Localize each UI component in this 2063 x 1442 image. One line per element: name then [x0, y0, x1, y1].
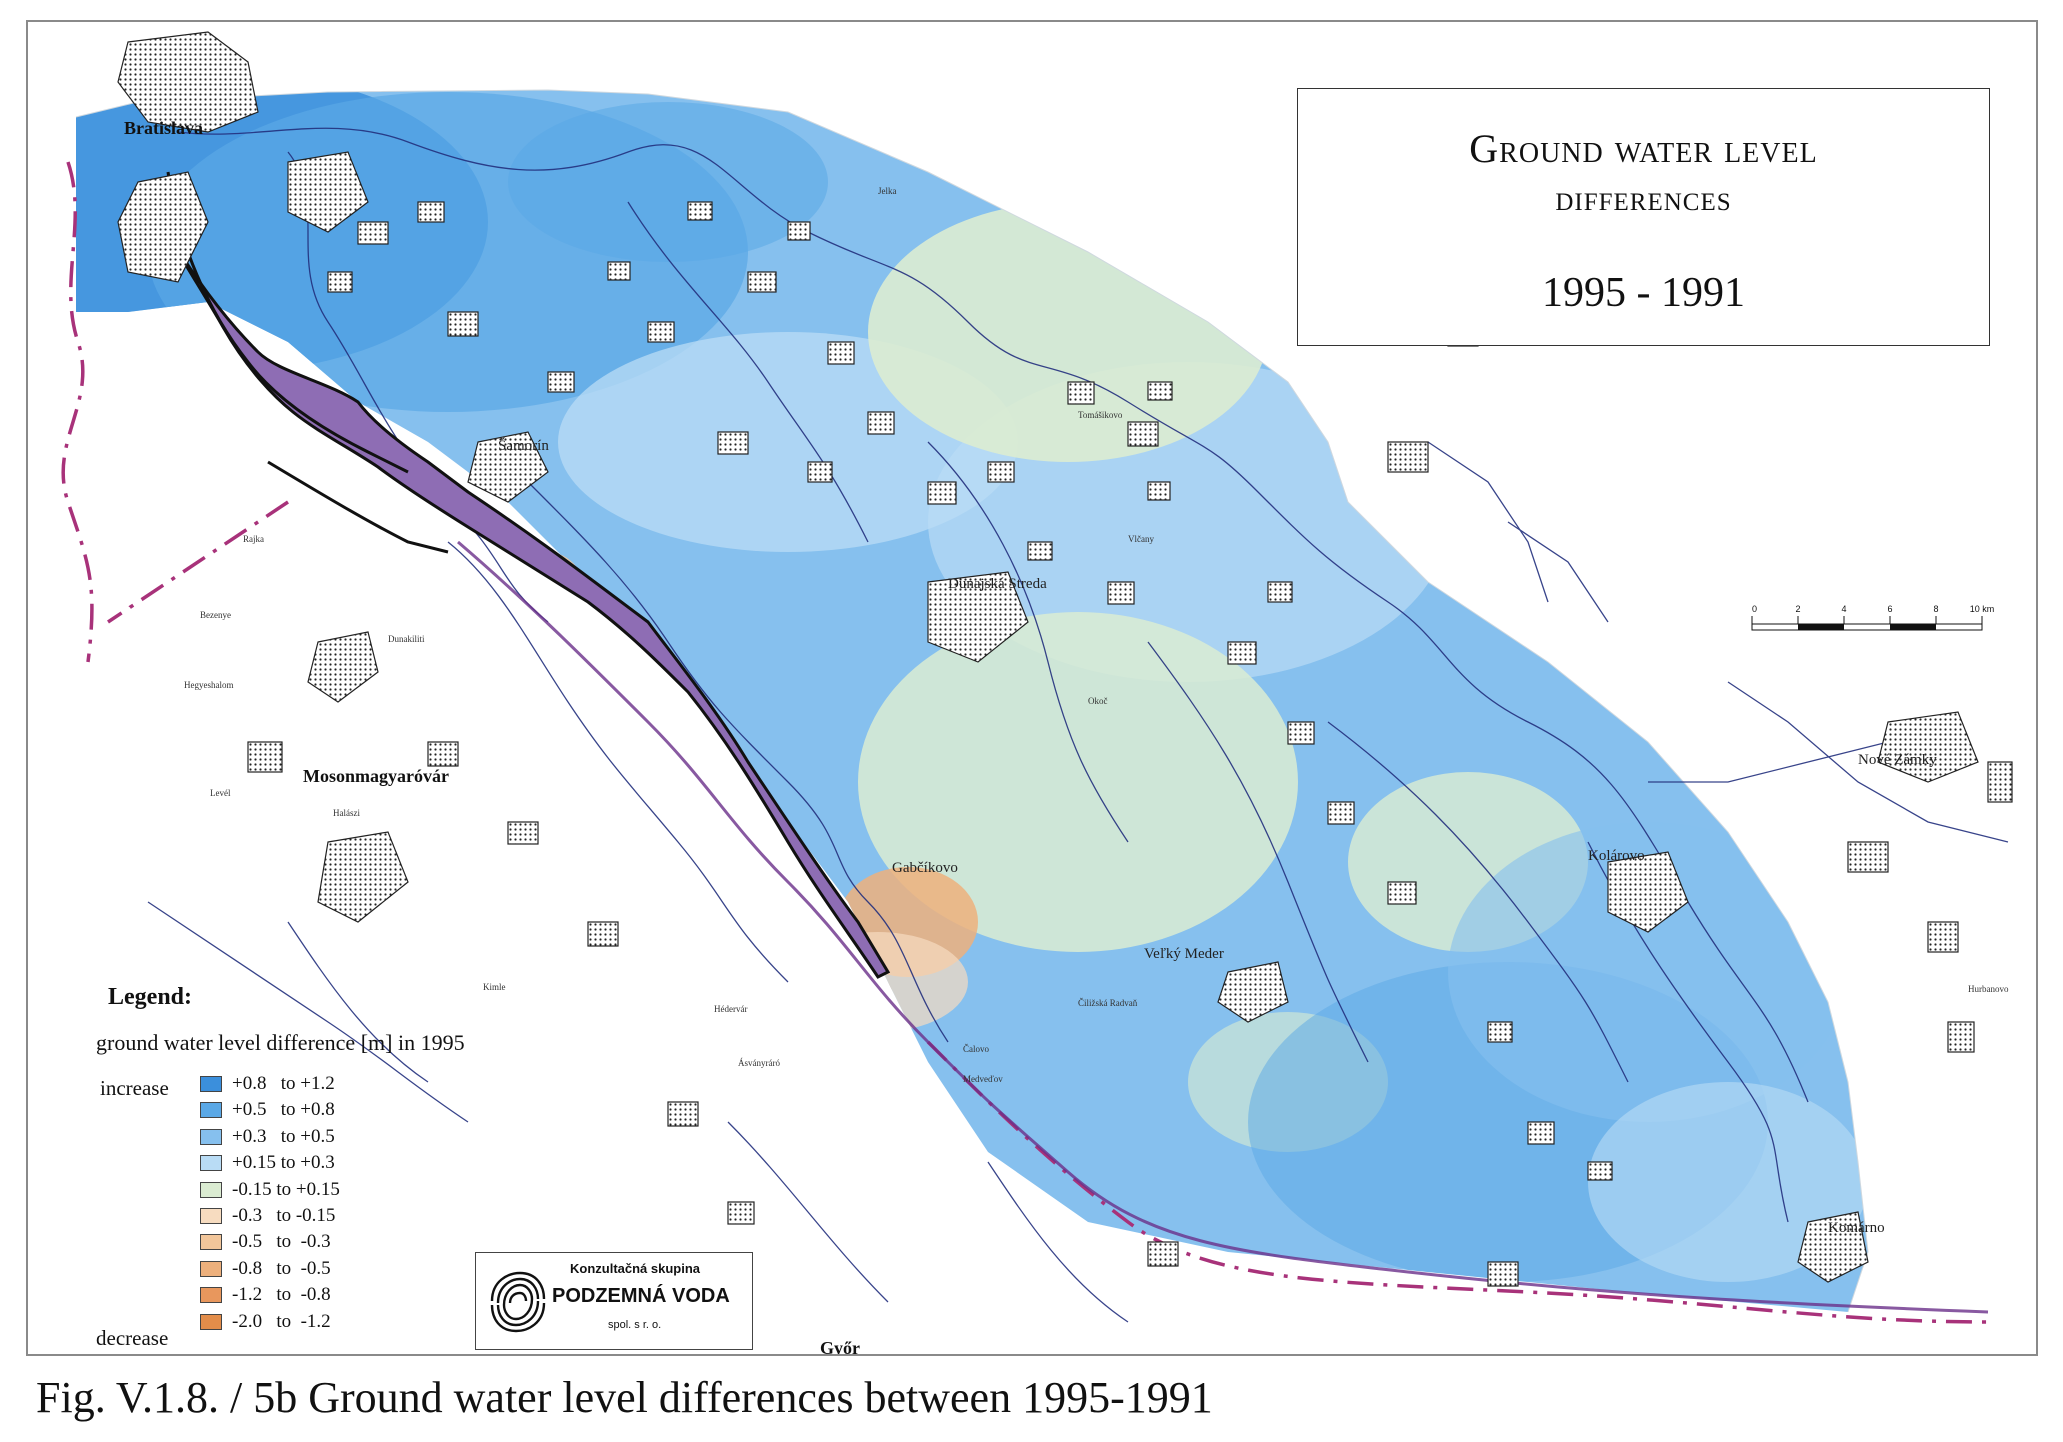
label-medvedov: Medveďov	[963, 1074, 1003, 1084]
logo-tagline: Konzultačná skupina	[570, 1261, 701, 1276]
scale-tick-label: 8	[1933, 604, 1938, 614]
scale-tick-label: 6	[1887, 604, 1892, 614]
label-halaszi: Halászi	[333, 808, 360, 818]
legend-class-5: -0.3 to -0.15	[200, 1205, 336, 1226]
legend-class-label: +0.3 to +0.5	[232, 1125, 335, 1147]
label-komarno: Komárno	[1828, 1220, 1885, 1236]
label-gyor: Győr	[820, 1338, 860, 1356]
figure-caption: Fig. V.1.8. / 5b Ground water level diff…	[36, 1373, 1213, 1422]
label-okoc: Okoč	[1088, 696, 1108, 706]
legend-class-3: +0.15 to +0.3	[200, 1152, 335, 1174]
state-border	[61, 161, 1989, 1324]
reservoir	[171, 241, 891, 979]
legend-class-label: +0.5 to +0.8	[232, 1099, 335, 1121]
region-outline	[75, 89, 1869, 1313]
scale-tick-label: 4	[1841, 604, 1846, 614]
legend-class-9: -2.0 to -1.2	[200, 1310, 331, 1332]
label-bezenye: Bezenye	[200, 610, 231, 620]
legend-swatch	[200, 1102, 222, 1119]
legend-subtitle: ground water level difference [m] in 199…	[96, 1030, 465, 1055]
label-rajka: Rajka	[243, 534, 264, 544]
label-jelka: Jelka	[878, 186, 897, 196]
label-hurbanovo: Hurbanovo	[1968, 984, 2009, 994]
old-riverbed	[267, 460, 449, 554]
legend-class-8: -1.2 to -0.8	[200, 1284, 331, 1306]
label-dunajska-streda: Dunajská Streda	[948, 576, 1047, 592]
legend-swatch	[200, 1208, 222, 1224]
legend-swatch	[200, 1260, 222, 1277]
label-hedervar: Hédervár	[714, 1004, 747, 1014]
map-title-box: Ground water level differences 1995 - 19…	[1297, 88, 1990, 346]
legend-class-7: -0.8 to -0.5	[200, 1257, 331, 1279]
logo-spiral-icon	[490, 1271, 546, 1333]
scale-tick-label: 0	[1752, 604, 1757, 614]
legend-class-label: -1.2 to -0.8	[232, 1284, 331, 1306]
legend-swatch	[200, 1313, 222, 1330]
scale-tick-label: 10 km	[1970, 604, 1995, 614]
legend-class-4: -0.15 to +0.15	[200, 1178, 340, 1200]
scale-bar: 0 2 4 6 8 10 km	[1751, 604, 1995, 631]
label-asvanyraro: Ásványráró	[738, 1058, 780, 1068]
danube-river	[457, 540, 1989, 1314]
label-kolarovo: Kolárovo	[1588, 848, 1645, 864]
map-title-line1: Ground water level	[1469, 126, 1818, 171]
label-dunakiliti: Dunakiliti	[388, 634, 425, 644]
company-logo: Konzultačná skupina PODZEMNÁ VODA spol. …	[475, 1252, 753, 1350]
map-title-years: 1995 - 1991	[1542, 270, 1745, 316]
legend-class-label: -2.0 to -1.2	[232, 1310, 331, 1332]
label-cilizska-radvan: Čiližská Radvaň	[1078, 998, 1138, 1008]
label-kimle: Kimle	[483, 982, 506, 992]
legend-swatch	[200, 1287, 222, 1304]
legend-class-label: -0.5 to -0.3	[232, 1231, 331, 1253]
legend-class-1: +0.5 to +0.8	[200, 1099, 335, 1121]
logo-name: PODZEMNÁ VODA	[552, 1285, 730, 1307]
legend-swatch	[200, 1181, 222, 1198]
place-labels: Bratislava Šamorín Dunajská Streda Gabčí…	[124, 118, 2009, 1356]
legend-swatch	[200, 1076, 222, 1092]
label-hegyeshalom: Hegyeshalom	[184, 680, 234, 690]
legend-swatch	[200, 1234, 222, 1251]
legend-class-6: -0.5 to -0.3	[200, 1231, 331, 1253]
label-nove-zamky: Nové Zámky	[1858, 752, 1937, 768]
label-gabcikovo: Gabčíkovo	[892, 860, 958, 876]
legend-class-0: +0.8 to +1.2	[200, 1073, 335, 1094]
legend-class-label: +0.15 to +0.3	[232, 1152, 335, 1174]
map-title-line2: differences	[1555, 178, 1732, 218]
logo-subtitle: spol. s r. o.	[608, 1319, 662, 1331]
legend-class-label: -0.3 to -0.15	[232, 1205, 336, 1226]
label-bratislava: Bratislava	[124, 118, 203, 138]
map-frame: Bratislava Šamorín Dunajská Streda Gabčí…	[26, 20, 2038, 1356]
label-velky-meder: Veľký Meder	[1144, 946, 1224, 962]
legend-swatch	[200, 1128, 222, 1145]
label-vlcany: Vlčany	[1128, 534, 1154, 544]
legend-swatch	[200, 1155, 222, 1172]
label-level: Levél	[210, 788, 231, 798]
label-calovo: Čalovo	[963, 1044, 989, 1054]
scale-tick-label: 2	[1795, 604, 1800, 614]
label-samorin: Šamorín	[498, 437, 549, 454]
label-tomasikovo: Tomášikovo	[1078, 410, 1123, 420]
legend-decrease-label: decrease	[96, 1326, 169, 1350]
legend-increase-label: increase	[100, 1076, 169, 1100]
legend-class-2: +0.3 to +0.5	[200, 1125, 335, 1147]
legend-title: Legend:	[108, 984, 192, 1010]
label-mosonmagyarovar: Mosonmagyaróvár	[303, 766, 449, 786]
legend-class-label: -0.8 to -0.5	[232, 1257, 331, 1279]
legend-class-label: +0.8 to +1.2	[232, 1073, 335, 1094]
legend-class-label: -0.15 to +0.15	[232, 1178, 340, 1200]
